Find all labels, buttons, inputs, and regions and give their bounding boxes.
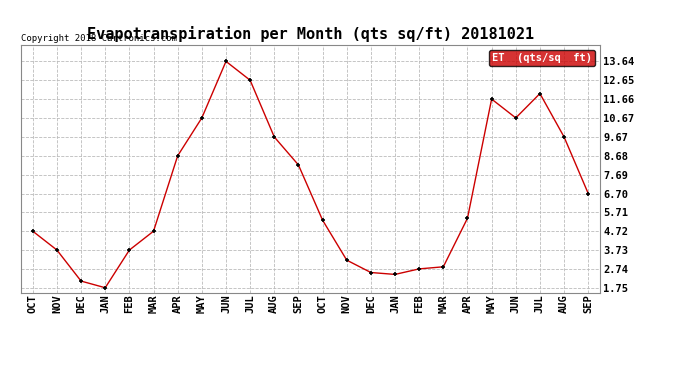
- Point: [462, 215, 473, 221]
- Point: [510, 115, 521, 121]
- Point: [124, 247, 135, 253]
- Point: [148, 228, 159, 234]
- Title: Evapotranspiration per Month (qts sq/ft) 20181021: Evapotranspiration per Month (qts sq/ft)…: [87, 27, 534, 42]
- Point: [244, 77, 255, 83]
- Point: [172, 153, 183, 159]
- Point: [99, 285, 110, 291]
- Point: [341, 257, 352, 263]
- Point: [268, 134, 279, 140]
- Point: [437, 264, 448, 270]
- Point: [28, 228, 39, 234]
- Point: [413, 266, 424, 272]
- Point: [486, 96, 497, 102]
- Point: [558, 134, 569, 140]
- Point: [75, 278, 86, 284]
- Point: [534, 90, 545, 96]
- Point: [293, 162, 304, 168]
- Legend: ET  (qts/sq  ft): ET (qts/sq ft): [489, 50, 595, 66]
- Point: [51, 247, 62, 253]
- Point: [582, 190, 593, 196]
- Text: Copyright 2018 Cartronics.com: Copyright 2018 Cartronics.com: [21, 33, 177, 42]
- Point: [317, 217, 328, 223]
- Point: [220, 58, 231, 64]
- Point: [196, 115, 207, 121]
- Point: [389, 272, 400, 278]
- Point: [365, 270, 376, 276]
